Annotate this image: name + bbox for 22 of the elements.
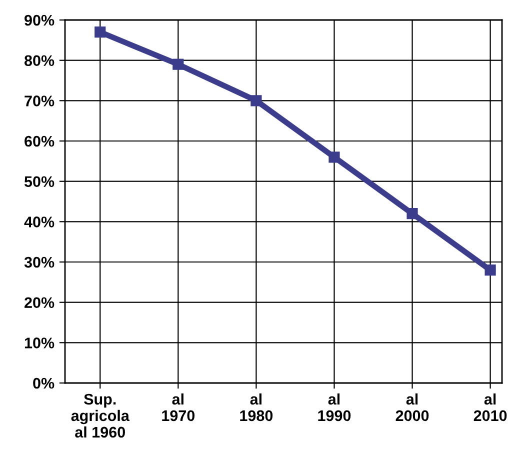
point [484, 264, 496, 276]
y-tick-label: 90% [24, 14, 54, 26]
x-tick-label: al 2000 [396, 393, 429, 422]
y-tick-label: 30% [24, 256, 54, 268]
point [328, 152, 340, 163]
x-tick-label: al 1980 [240, 393, 273, 422]
point [406, 208, 418, 220]
y-tick-label: 80% [24, 55, 54, 66]
y-tick-label: 70% [24, 96, 54, 106]
y-tick-label: 20% [24, 297, 54, 308]
x-tick-label: al 1970 [162, 393, 195, 422]
x-tick-label: al 2010 [474, 393, 507, 422]
y-tick-label: 0% [33, 378, 54, 389]
point [172, 58, 184, 70]
x-tick-label: Sup. agricola al 1960 [71, 394, 130, 438]
point [94, 26, 106, 38]
y-tick-label: 60% [24, 136, 54, 147]
x-tick-label: al 1990 [318, 393, 351, 422]
point [250, 95, 262, 106]
y-tick-label: 50% [24, 176, 54, 188]
y-tick-label: 40% [24, 216, 54, 228]
y-tick-label: 10% [24, 338, 54, 348]
